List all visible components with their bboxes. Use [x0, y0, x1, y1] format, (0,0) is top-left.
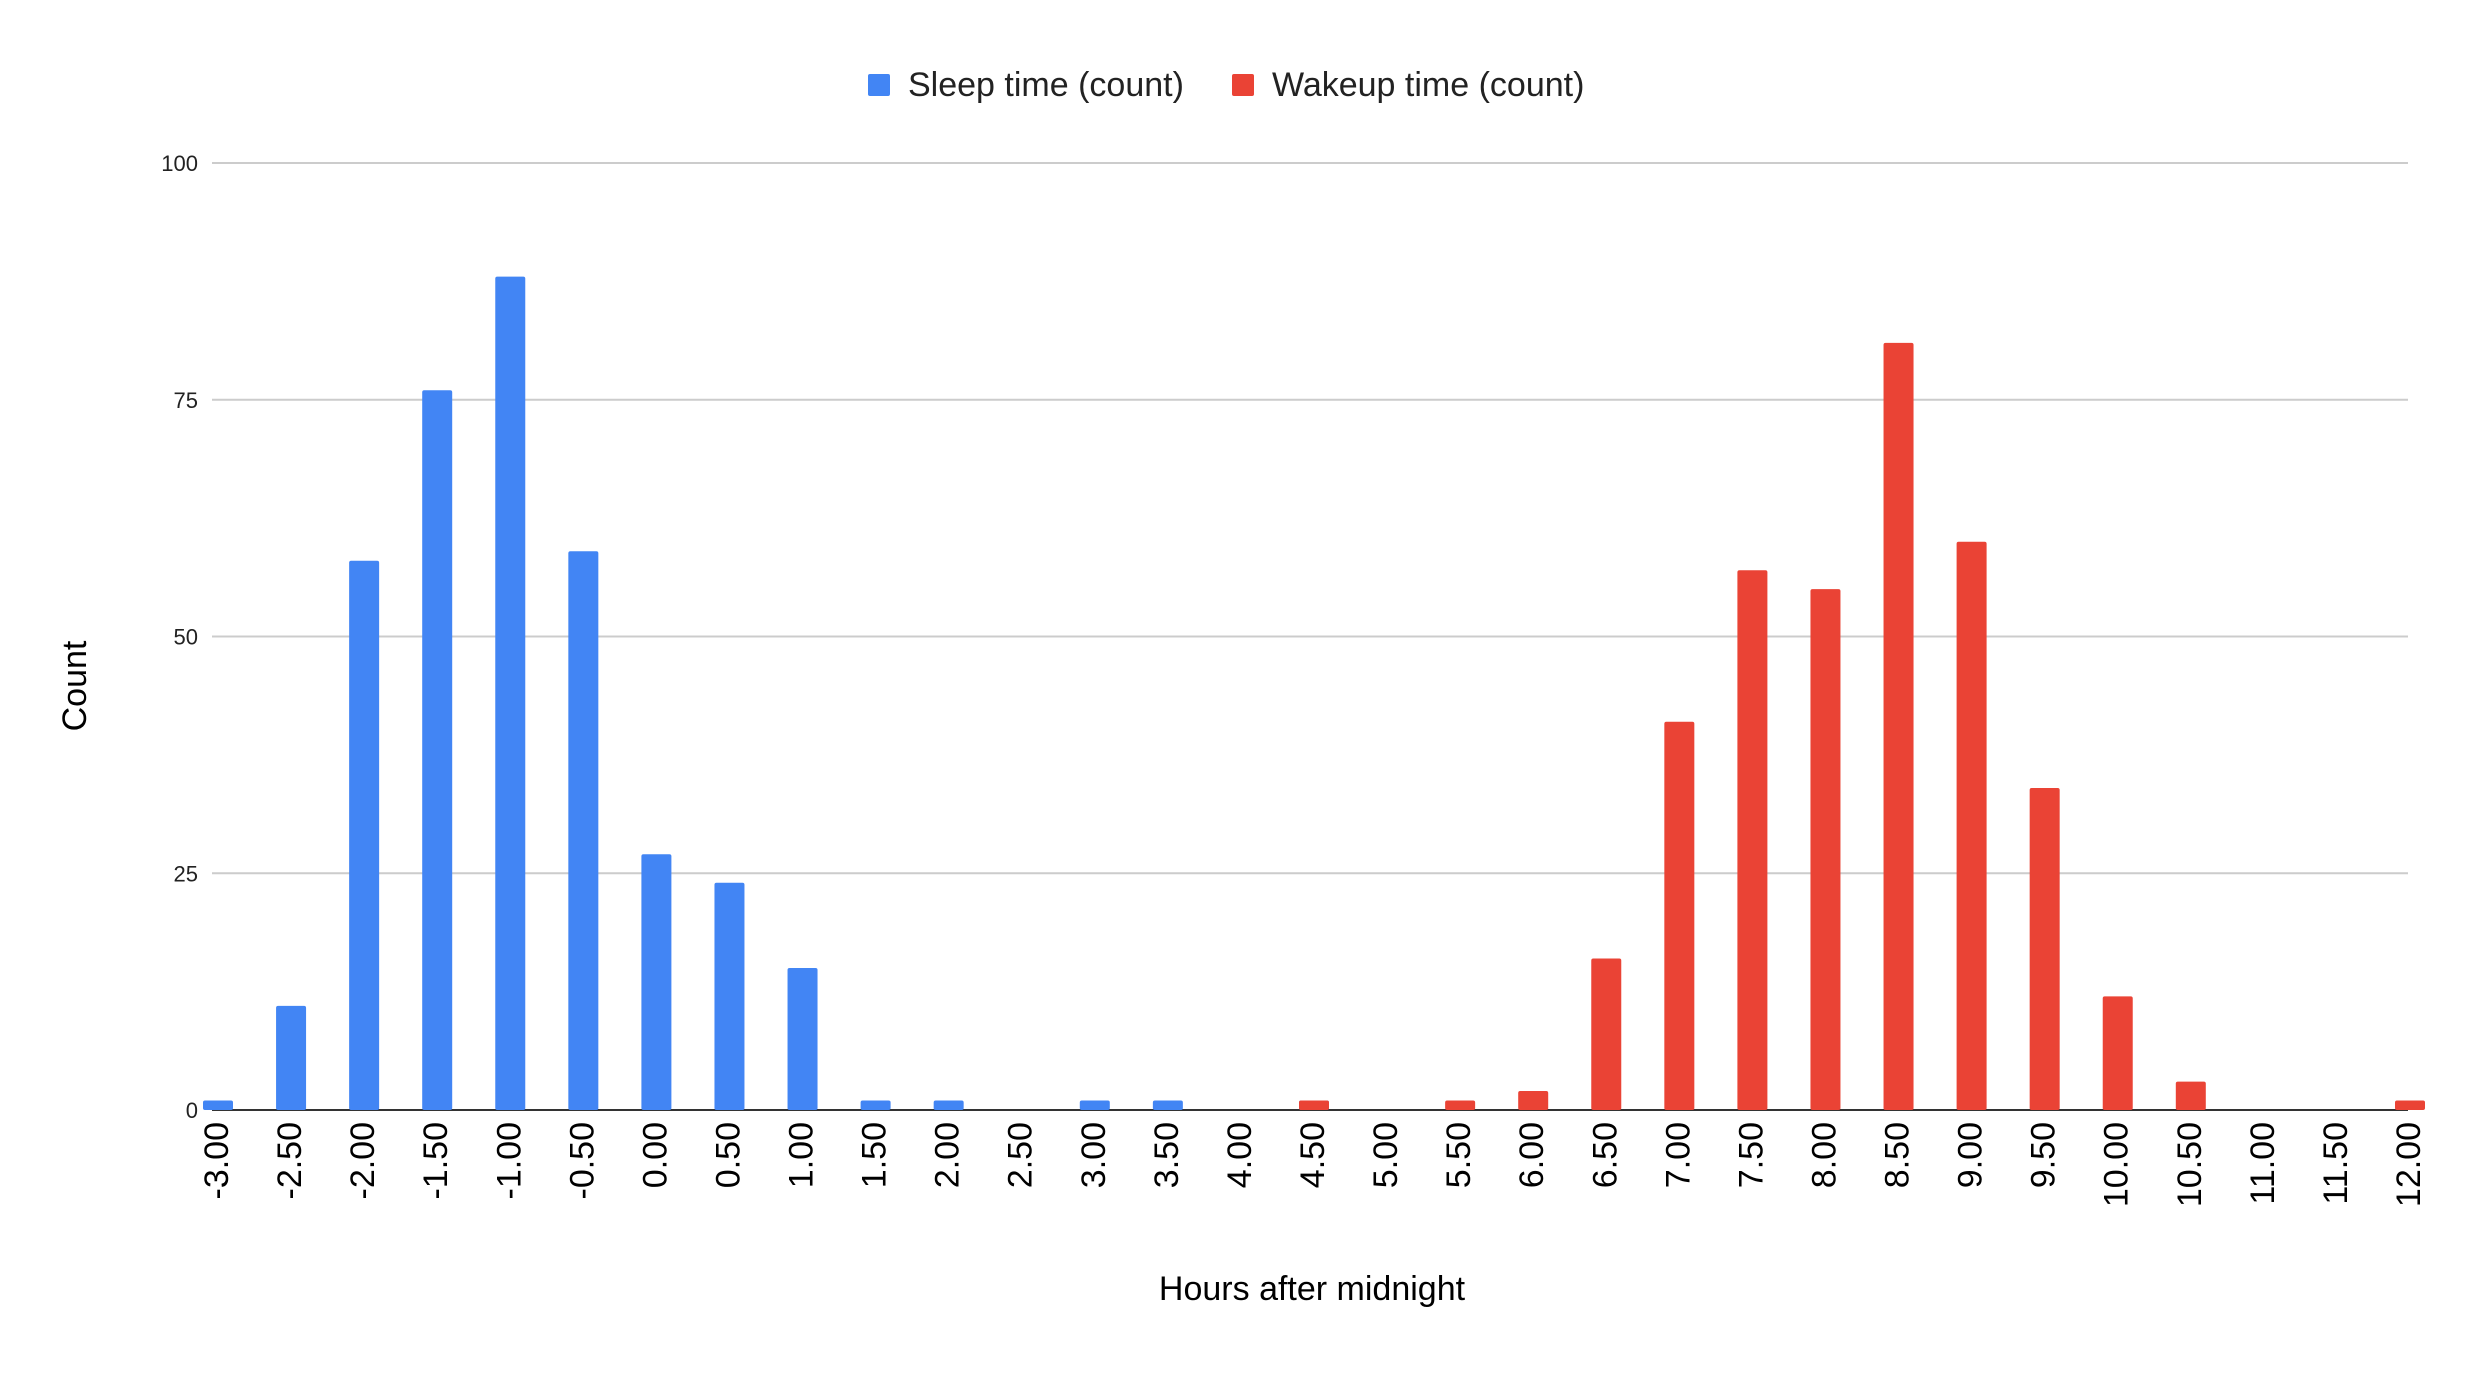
wakeup-bar	[1664, 721, 1695, 1110]
wakeup-bar	[1591, 958, 1622, 1110]
x-axis-label: Hours after midnight	[1159, 1270, 1466, 1308]
y-tick-label: 50	[174, 625, 198, 650]
x-axis-ticks: -3.00 -2.50 -2.00 -1.50 -1.00 -0.50 0.00 0.50 1.…	[198, 1122, 2428, 1207]
gridlines	[212, 162, 2408, 1111]
x-tick-label: 6.50	[1586, 1122, 1624, 1188]
x-tick-label: 3.50	[1148, 1122, 1186, 1188]
x-tick-label: 3.00	[1075, 1122, 1113, 1188]
x-tick-label: 0.50	[709, 1122, 747, 1188]
sleep-bar	[860, 1100, 891, 1110]
sleep-bar	[933, 1100, 964, 1110]
wakeup-bar	[1445, 1100, 1476, 1110]
x-tick-label: 11.00	[2244, 1122, 2282, 1205]
sleep-bar	[422, 390, 453, 1110]
x-tick-label: 2.00	[929, 1122, 967, 1188]
wakeup-bar	[1883, 342, 1914, 1110]
sleep-bar	[641, 854, 672, 1110]
x-tick-label: 5.00	[1367, 1122, 1405, 1188]
wakeup-bar	[1810, 589, 1841, 1110]
wakeup-bar	[2029, 788, 2060, 1110]
y-tick-label: 25	[174, 861, 198, 886]
sleep-bar	[787, 967, 818, 1110]
y-axis-label: Count	[56, 640, 94, 731]
legend-label: Sleep time (count)	[908, 66, 1184, 104]
y-tick-label: 75	[174, 388, 198, 413]
wakeup-bar	[1518, 1091, 1549, 1110]
x-tick-label: -0.50	[563, 1122, 601, 1200]
wakeup-bar	[2395, 1100, 2425, 1110]
x-tick-label: 10.50	[2171, 1122, 2209, 1207]
wakeup-bar	[1956, 541, 1987, 1110]
y-tick-label: 100	[161, 151, 198, 176]
x-tick-label: 0.00	[636, 1122, 674, 1188]
y-tick-label: 0	[186, 1098, 198, 1123]
sleep-bar	[714, 882, 745, 1110]
x-tick-label: 9.50	[2025, 1122, 2063, 1188]
x-tick-label: 7.00	[1659, 1122, 1697, 1188]
x-tick-label: 12.00	[2390, 1122, 2428, 1207]
x-tick-label: 9.00	[1952, 1122, 1990, 1188]
wakeup-bar	[1299, 1100, 1329, 1110]
x-tick-label: 1.00	[783, 1122, 821, 1188]
legend-swatch	[868, 74, 890, 96]
x-tick-label: -2.00	[344, 1122, 382, 1200]
x-tick-label: 4.50	[1294, 1122, 1332, 1188]
x-tick-label: 5.50	[1440, 1122, 1478, 1188]
x-tick-label: -1.00	[490, 1122, 528, 1200]
x-tick-label: -1.50	[417, 1122, 455, 1200]
legend-item-wakeup[interactable]: Wakeup time (count)	[1232, 66, 1584, 104]
x-tick-label: 10.00	[2098, 1122, 2136, 1207]
sleep-bar	[1079, 1100, 1110, 1110]
x-tick-label: 11.50	[2317, 1122, 2355, 1205]
wakeup-bar	[2102, 996, 2133, 1110]
x-tick-label: 2.50	[1002, 1122, 1040, 1188]
x-tick-label: 8.00	[1805, 1122, 1843, 1188]
wakeup-bar	[1737, 570, 1768, 1110]
x-tick-label: -2.50	[271, 1122, 309, 1200]
x-tick-label: 4.00	[1221, 1122, 1259, 1188]
sleep-bar	[568, 551, 599, 1110]
sleep-bar	[276, 1005, 307, 1110]
x-tick-label: 1.50	[856, 1122, 894, 1188]
sleep-bar	[349, 560, 380, 1110]
sleep-bar	[495, 276, 526, 1110]
sleep-bar	[203, 1100, 233, 1110]
x-tick-label: 8.50	[1879, 1122, 1917, 1188]
x-tick-label: -3.00	[198, 1122, 236, 1200]
bars	[203, 276, 2425, 1110]
y-axis-ticks: 0 25 50 75 100	[161, 151, 198, 1123]
legend-label: Wakeup time (count)	[1272, 66, 1584, 104]
sleep-bar	[1152, 1100, 1183, 1110]
x-tick-label: 6.00	[1513, 1122, 1551, 1188]
wakeup-bar	[2175, 1081, 2206, 1110]
x-tick-label: 7.50	[1732, 1122, 1770, 1188]
legend-item-sleep[interactable]: Sleep time (count)	[868, 66, 1184, 104]
legend: Sleep time (count) Wakeup time (count)	[868, 66, 1584, 104]
legend-swatch	[1232, 74, 1254, 96]
